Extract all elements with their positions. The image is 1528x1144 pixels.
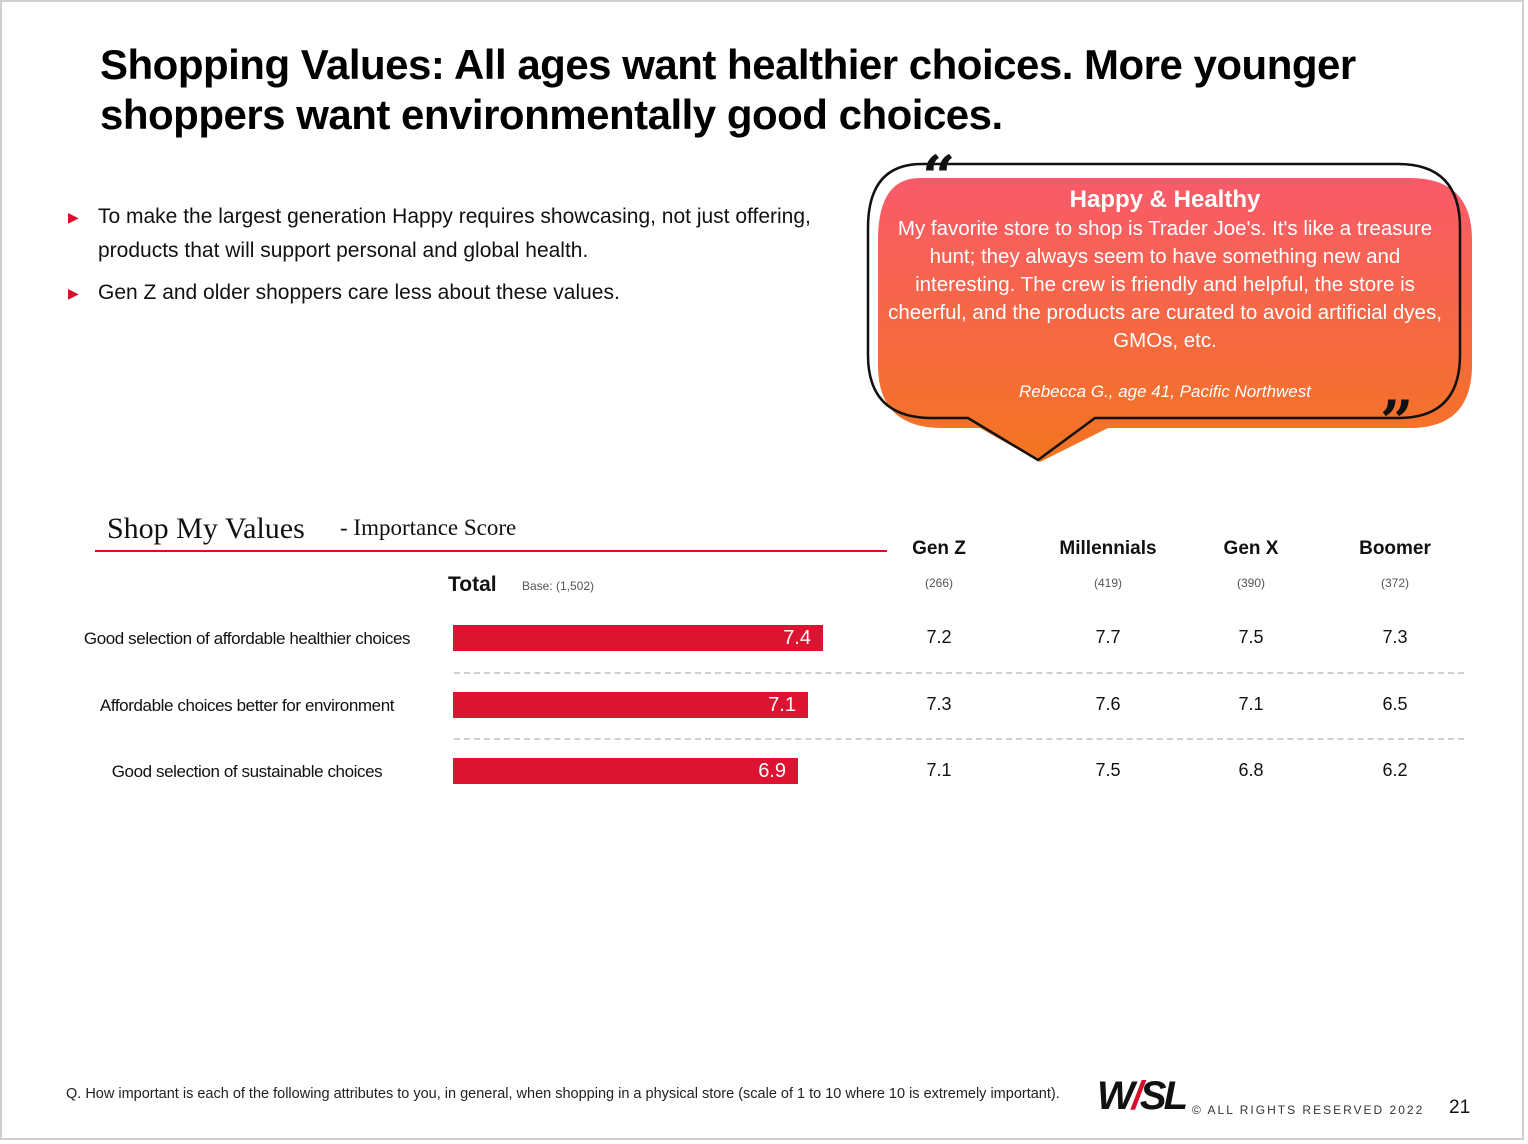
category-label: Affordable choices better for environmen… <box>99 695 395 715</box>
bar-value-label: 7.4 <box>783 627 811 649</box>
bullet-item: ▶ To make the largest generation Happy re… <box>66 200 826 268</box>
column-base: (390) <box>1236 576 1265 590</box>
close-quote-icon: ” <box>1380 388 1414 456</box>
column-header: Gen X <box>1223 538 1279 559</box>
generation-value: 7.3 <box>1382 627 1408 647</box>
page-number: 21 <box>1449 1097 1471 1118</box>
generation-value: 7.7 <box>1095 627 1121 647</box>
open-quote-icon: “ <box>922 143 956 211</box>
logo-w: W <box>1097 1074 1135 1118</box>
bullet-item: ▶ Gen Z and older shoppers care less abou… <box>66 276 826 310</box>
bullet-text: To make the largest generation Happy req… <box>98 205 811 262</box>
column-header: Boomer <box>1359 538 1431 559</box>
generation-value: 7.3 <box>926 694 952 714</box>
total-base: Base: (1,502) <box>522 579 595 593</box>
slide-title: Shopping Values: All ages want healthier… <box>100 41 1356 138</box>
bar <box>453 758 798 784</box>
quote-content: Happy & Healthy My favorite store to sho… <box>885 185 1445 355</box>
bullet-arrow-icon: ▶ <box>68 285 79 301</box>
bar-value-label: 7.1 <box>768 694 796 716</box>
column-header: Millennials <box>1059 538 1157 559</box>
row-separator <box>454 672 1464 674</box>
chart-title-rule <box>95 550 887 552</box>
quote-bubble-fill <box>878 178 1472 462</box>
generation-value: 7.1 <box>1238 694 1264 714</box>
bar <box>453 692 808 718</box>
generation-value: 7.6 <box>1095 694 1121 714</box>
bullet-text: Gen Z and older shoppers care less about… <box>98 281 620 304</box>
bar-value-label: 6.9 <box>758 760 786 782</box>
generation-value: 6.8 <box>1238 760 1264 780</box>
quote-bubble-outline <box>866 162 1462 462</box>
generation-value: 7.5 <box>1238 627 1264 647</box>
column-base: (266) <box>924 576 953 590</box>
quote-heading: Happy & Healthy <box>1069 186 1261 213</box>
column-base: (419) <box>1093 576 1122 590</box>
category-label: Good selection of sustainable choices <box>111 761 383 781</box>
total-label: Total <box>448 573 497 596</box>
generation-value: 6.5 <box>1382 694 1408 714</box>
row-separator <box>454 738 1464 740</box>
column-base: (372) <box>1380 576 1409 590</box>
survey-question: Q. How important is each of the followin… <box>66 1086 1060 1102</box>
column-header: Gen Z <box>912 538 966 559</box>
category-label: Good selection of affordable healthier c… <box>83 628 411 648</box>
generation-value: 7.5 <box>1095 760 1121 780</box>
bar <box>453 625 823 651</box>
logo-slash: / <box>1131 1074 1143 1118</box>
bullet-arrow-icon: ▶ <box>68 209 79 225</box>
logo-sl: SL <box>1139 1074 1188 1118</box>
generation-value: 7.2 <box>926 627 952 647</box>
quote-attribution: Rebecca G., age 41, Pacific Northwest <box>1019 382 1311 401</box>
copyright: © ALL RIGHTS RESERVED 2022 <box>1192 1103 1425 1117</box>
generation-value: 7.1 <box>926 760 952 780</box>
wsl-logo: W/SL <box>1097 1074 1188 1119</box>
bullet-list: ▶ To make the largest generation Happy re… <box>66 200 826 318</box>
chart-title: Shop My Values <box>107 512 305 545</box>
generation-value: 6.2 <box>1382 760 1408 780</box>
quote-bubble <box>866 162 1472 462</box>
quote-body: My favorite store to shop is Trader Joe'… <box>888 217 1442 352</box>
chart-subtitle: - Importance Score <box>340 515 517 540</box>
